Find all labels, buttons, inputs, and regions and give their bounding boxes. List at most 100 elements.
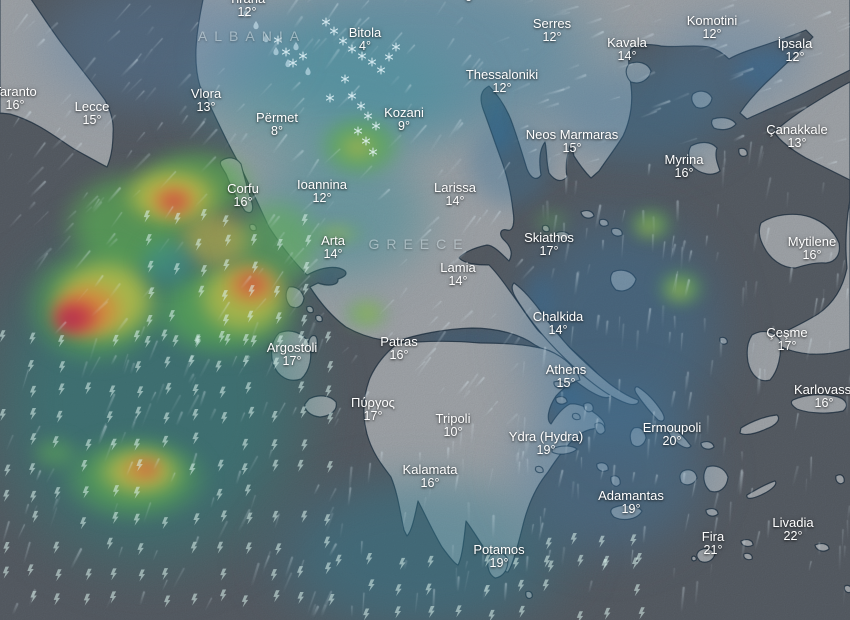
city-label[interactable]: Chalkida 14°: [533, 310, 584, 337]
lightning-icon: [133, 330, 141, 343]
snowflake-icon: [368, 147, 378, 157]
city-label[interactable]: Kalamata 16°: [403, 463, 458, 490]
city-temperature: 14°: [448, 274, 468, 288]
lightning-icon: [298, 381, 305, 394]
city-label[interactable]: Larissa 14°: [434, 181, 476, 208]
city-label[interactable]: Çeşme 17°: [766, 326, 807, 353]
lightning-icon: [275, 312, 282, 325]
city-label[interactable]: Komotini 12°: [687, 14, 738, 41]
city-label[interactable]: Livadia 22°: [772, 516, 813, 543]
lightning-icon: [272, 459, 279, 472]
city-label[interactable]: Lecce 15°: [75, 100, 110, 127]
lightning-icon: [146, 314, 153, 327]
lightning-icon: [301, 214, 308, 227]
city-label[interactable]: Lamia 14°: [440, 261, 475, 288]
city-temperature: 12°: [312, 191, 332, 205]
lightning-icon: [297, 592, 304, 605]
lightning-icon: [363, 608, 370, 620]
raindrop-icon: [285, 59, 291, 68]
city-label[interactable]: Athens 15°: [546, 363, 586, 390]
city-name: Lamia: [440, 260, 476, 275]
city-label[interactable]: Adamantas 19°: [598, 489, 664, 516]
lightning-icon: [165, 382, 172, 395]
city-label[interactable]: Fira 21°: [702, 530, 724, 557]
city-label[interactable]: Argostoli 17°: [267, 341, 318, 368]
city-label[interactable]: Mytilene 16°: [788, 235, 836, 262]
city-temperature: 14°: [445, 194, 465, 208]
snowflake-icon: [325, 93, 335, 103]
lightning-icon: [273, 286, 281, 299]
lightning-icon: [53, 541, 60, 554]
lightning-icon: [109, 591, 117, 604]
snowflake-icon: [384, 52, 394, 62]
snowflake-icon: [371, 121, 381, 131]
island-group-saronic: [534, 380, 581, 474]
city-label[interactable]: Karlovassi 16°: [794, 383, 850, 410]
lightning-icon: [85, 439, 92, 452]
city-label[interactable]: Skiathos 17°: [524, 231, 574, 258]
lightning-icon: [327, 412, 334, 425]
city-label[interactable]: Neos Marmaras 15°: [526, 128, 618, 155]
city-label[interactable]: Ioannina 12°: [297, 178, 347, 205]
lightning-icon: [517, 579, 525, 592]
city-label[interactable]: Πύργος 17°: [351, 396, 395, 423]
lightning-icon: [138, 569, 146, 582]
city-label[interactable]: Tirana12°: [229, 0, 265, 19]
city-temperature: 10°: [443, 425, 463, 439]
snowflake-icon: [329, 26, 339, 36]
city-label[interactable]: Patras 16°: [380, 335, 418, 362]
city-label[interactable]: Ermoupoli 20°: [643, 421, 702, 448]
lightning-icon: [161, 329, 168, 342]
lightning-icon: [633, 584, 641, 597]
city-label[interactable]: Kozani 9°: [384, 106, 424, 133]
city-name: Vlora: [190, 86, 222, 101]
city-label[interactable]: Tripoli 10°: [436, 412, 471, 439]
city-name: Tirana: [229, 0, 265, 6]
city-label[interactable]: Arta 14°: [321, 234, 345, 261]
lightning-icon: [110, 568, 117, 581]
city-label[interactable]: Taranto16°: [0, 85, 37, 112]
lightning-icon: [0, 330, 6, 343]
snowflake-icon: [357, 51, 367, 61]
city-label[interactable]: Serres 12°: [533, 17, 571, 44]
lightning-icon: [109, 385, 116, 398]
lightning-icon: [635, 553, 643, 566]
lightning-icon: [300, 406, 307, 419]
lightning-icon: [271, 439, 278, 452]
city-temperature: 19°: [536, 443, 556, 457]
city-label[interactable]: İpsala 12°: [778, 37, 813, 64]
city-label[interactable]: Vlora 13°: [191, 87, 221, 114]
city-label[interactable]: Potamos 19°: [473, 543, 524, 570]
city-label[interactable]: Thessaloniki 12°: [466, 68, 538, 95]
lightning-icon: [547, 560, 554, 573]
city-name: Çanakkale: [766, 122, 828, 137]
city-name: Taranto: [0, 84, 37, 99]
lightning-icon: [81, 460, 88, 473]
precipitation-cell: [30, 240, 180, 360]
city-name: Ermoupoli: [642, 420, 702, 435]
region-label: GREECE: [368, 236, 470, 252]
lightning-icon: [276, 238, 284, 251]
lightning-icon: [601, 559, 608, 572]
city-label[interactable]: Përmet 8°: [256, 111, 298, 138]
lightning-icon: [455, 605, 462, 618]
city-label[interactable]: Myrina 16°: [664, 153, 703, 180]
city-label[interactable]: Corfu 16°: [227, 182, 259, 209]
precipitation-cell: [190, 105, 490, 325]
city-temperature: 12°: [542, 30, 562, 44]
lightning-icon: [30, 590, 37, 603]
city-label[interactable]: Bitola 4°: [349, 26, 382, 53]
city-label[interactable]: Çanakkale 13°: [766, 123, 827, 150]
precipitation-cell: [450, 140, 790, 520]
city-name: Argostoli: [266, 340, 318, 355]
city-label[interactable]: Ydra (Hydra) 19°: [509, 430, 583, 457]
lightning-icon: [323, 536, 331, 549]
lightning-icon: [220, 510, 228, 523]
lightning-icon: [244, 484, 252, 497]
city-label[interactable]: Kavala 14°: [607, 36, 647, 63]
lightning-icon: [217, 459, 224, 472]
city-label[interactable]: 6°: [465, 0, 477, 4]
